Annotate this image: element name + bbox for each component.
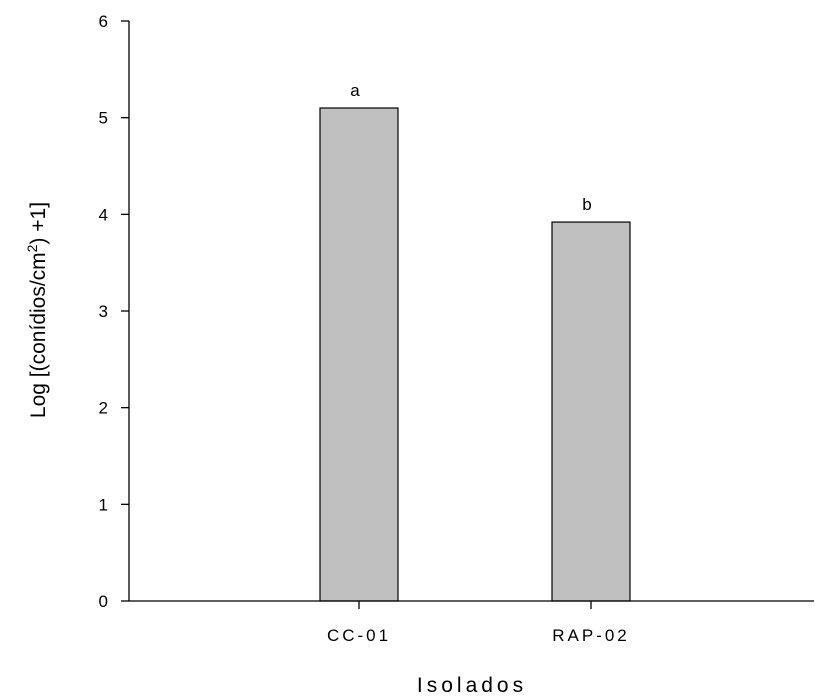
y-axis-title-tail: ) +1] bbox=[27, 202, 50, 245]
y-axis-title-superscript: 2 bbox=[24, 244, 40, 252]
y-tick-label: 2 bbox=[99, 399, 108, 418]
y-tick-label: 5 bbox=[99, 109, 108, 128]
x-axis-title: Isolados bbox=[417, 674, 527, 697]
y-axis-title: Log [(conídios/cm2) +1] bbox=[24, 202, 50, 418]
bar bbox=[319, 107, 399, 602]
y-axis-ticks: 0 1 2 3 4 5 6 bbox=[99, 12, 129, 611]
x-tick-label: RAP-02 bbox=[552, 626, 630, 645]
y-axis-title-main: Log [(conídios/cm bbox=[27, 252, 50, 418]
y-tick-label: 3 bbox=[99, 302, 108, 321]
y-tick-label: 0 bbox=[99, 592, 108, 611]
bar-data-label: b bbox=[582, 195, 591, 214]
y-tick-label: 1 bbox=[99, 495, 108, 514]
bars: ab bbox=[319, 81, 631, 602]
bar-data-label: a bbox=[350, 81, 360, 100]
y-tick-label: 4 bbox=[99, 205, 108, 224]
x-axis-ticks: CC-01 RAP-02 bbox=[327, 601, 630, 645]
bar bbox=[551, 221, 631, 602]
y-tick-label: 6 bbox=[99, 12, 108, 31]
x-tick-label: CC-01 bbox=[327, 626, 391, 645]
